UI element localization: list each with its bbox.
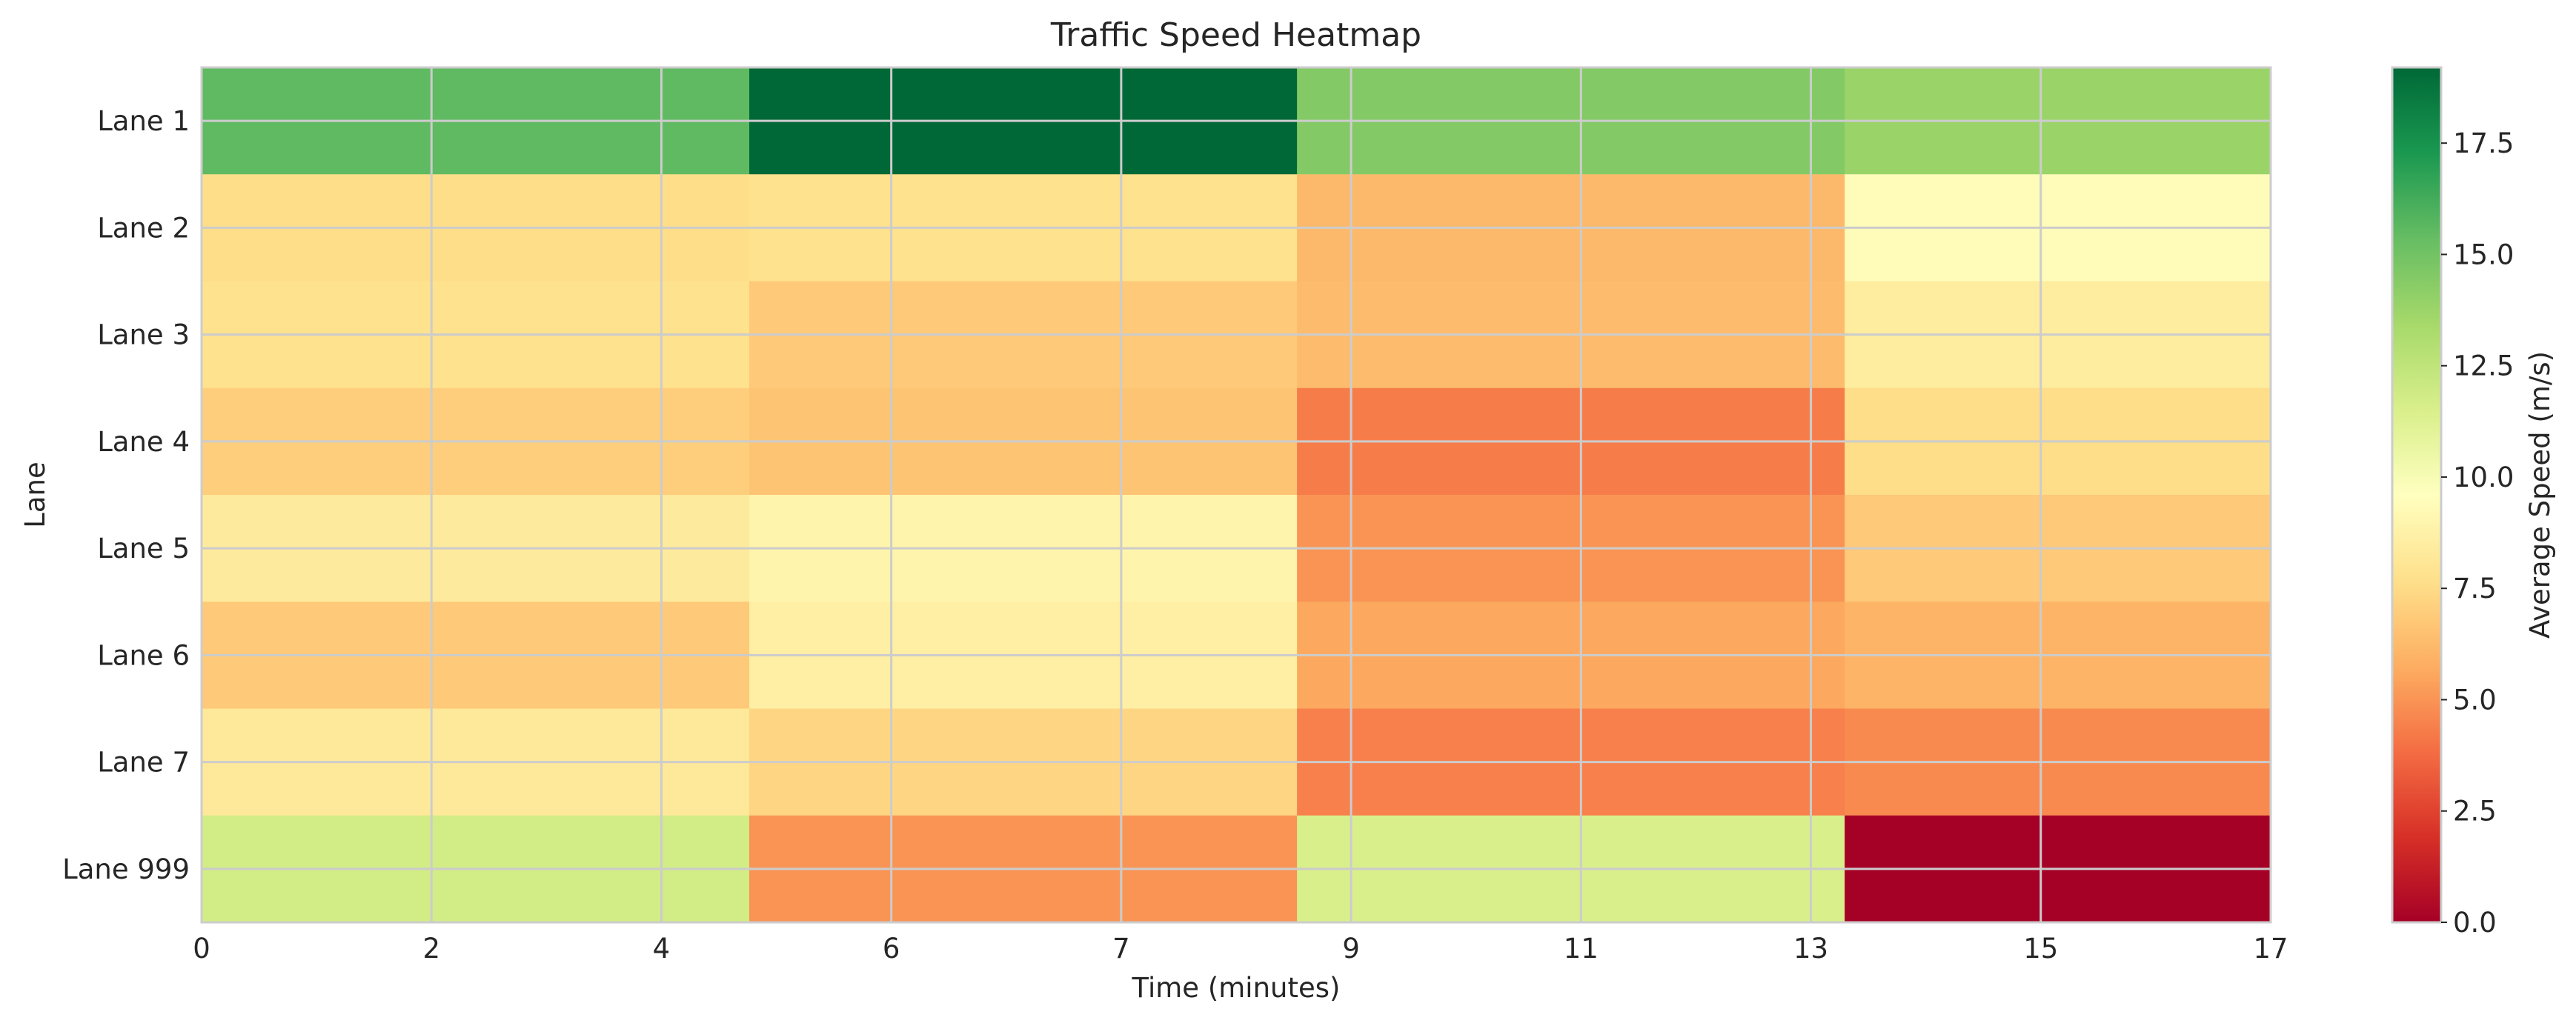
x-tick-label: 4 xyxy=(653,933,671,965)
colorbar-tick-labels: 0.0 2.5 5.0 7.5 10.0 12.5 15.0 17.5 xyxy=(2441,127,2514,939)
colorbar-tick-label: 17.5 xyxy=(2453,127,2514,159)
chart-title: Traffic Speed Heatmap xyxy=(1050,16,1421,54)
x-tick-label: 11 xyxy=(1564,933,1599,965)
x-tick-label: 0 xyxy=(193,933,210,965)
y-tick-label: Lane 2 xyxy=(97,212,190,244)
y-tick-label: Lane 3 xyxy=(97,319,190,351)
colorbar xyxy=(2391,66,2443,924)
y-tick-label: Lane 7 xyxy=(97,747,190,779)
y-tick-label: Lane 4 xyxy=(97,426,190,458)
grid-lines xyxy=(200,67,2272,922)
y-tick-label: Lane 5 xyxy=(97,533,190,565)
colorbar-tick-label: 12.5 xyxy=(2453,350,2514,382)
x-tick-label: 6 xyxy=(883,933,900,965)
y-tick-label: Lane 999 xyxy=(62,853,190,885)
x-tick-label: 7 xyxy=(1112,933,1130,965)
y-tick-labels: Lane 1 Lane 2 Lane 3 Lane 4 Lane 5 Lane 6 Lane… xyxy=(62,105,190,885)
plot-frame xyxy=(200,66,2272,924)
colorbar-label: Average Speed (m/s) xyxy=(2524,351,2556,639)
colorbar-tick-label: 0.0 xyxy=(2453,907,2497,939)
x-tick-labels: 0 2 4 6 7 9 11 13 15 17 xyxy=(193,933,2288,965)
heatmap-cells xyxy=(202,67,2271,923)
x-axis-label: Time (minutes) xyxy=(1132,972,1341,1004)
x-tick-label: 9 xyxy=(1342,933,1360,965)
colorbar-tick-label: 5.0 xyxy=(2453,684,2497,716)
x-tick-label: 2 xyxy=(422,933,440,965)
colorbar-tick-label: 15.0 xyxy=(2453,239,2514,270)
x-tick-label: 13 xyxy=(1793,933,1828,965)
y-axis-label: Lane xyxy=(19,462,51,528)
x-tick-label: 15 xyxy=(2023,933,2058,965)
colorbar-tick-label: 7.5 xyxy=(2453,573,2497,605)
y-tick-label: Lane 6 xyxy=(97,639,190,671)
colorbar-tick-label: 10.0 xyxy=(2453,462,2514,493)
colorbar-tick-label: 2.5 xyxy=(2453,796,2497,827)
y-tick-label: Lane 1 xyxy=(97,105,190,137)
x-tick-label: 17 xyxy=(2253,933,2288,965)
